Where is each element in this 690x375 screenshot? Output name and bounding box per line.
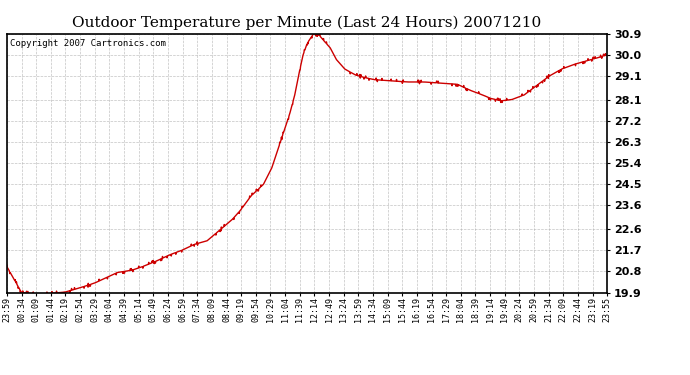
Text: Copyright 2007 Cartronics.com: Copyright 2007 Cartronics.com: [10, 39, 166, 48]
Title: Outdoor Temperature per Minute (Last 24 Hours) 20071210: Outdoor Temperature per Minute (Last 24 …: [72, 15, 542, 30]
